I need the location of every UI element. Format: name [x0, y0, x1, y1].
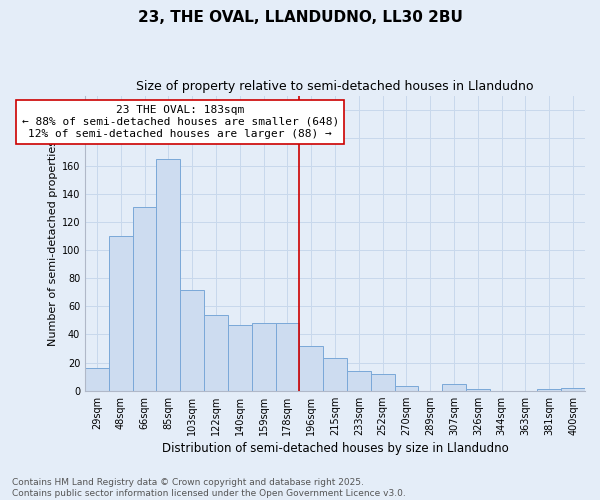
Title: Size of property relative to semi-detached houses in Llandudno: Size of property relative to semi-detach… [136, 80, 534, 93]
Bar [157, 159, 180, 390]
Bar [228, 324, 252, 390]
Bar [299, 346, 323, 391]
Bar [252, 323, 275, 390]
Text: 23 THE OVAL: 183sqm
← 88% of semi-detached houses are smaller (648)
12% of semi-: 23 THE OVAL: 183sqm ← 88% of semi-detach… [22, 106, 339, 138]
X-axis label: Distribution of semi-detached houses by size in Llandudno: Distribution of semi-detached houses by … [161, 442, 508, 455]
Bar [275, 323, 299, 390]
Bar [204, 315, 228, 390]
Bar [109, 236, 133, 390]
Bar [180, 290, 204, 390]
Bar [347, 371, 371, 390]
Bar [442, 384, 466, 390]
Bar [371, 374, 395, 390]
Bar [561, 388, 585, 390]
Text: 23, THE OVAL, LLANDUDNO, LL30 2BU: 23, THE OVAL, LLANDUDNO, LL30 2BU [137, 10, 463, 25]
Y-axis label: Number of semi-detached properties: Number of semi-detached properties [47, 140, 58, 346]
Bar [395, 386, 418, 390]
Bar [323, 358, 347, 390]
Bar [133, 206, 157, 390]
Bar [85, 368, 109, 390]
Text: Contains HM Land Registry data © Crown copyright and database right 2025.
Contai: Contains HM Land Registry data © Crown c… [12, 478, 406, 498]
